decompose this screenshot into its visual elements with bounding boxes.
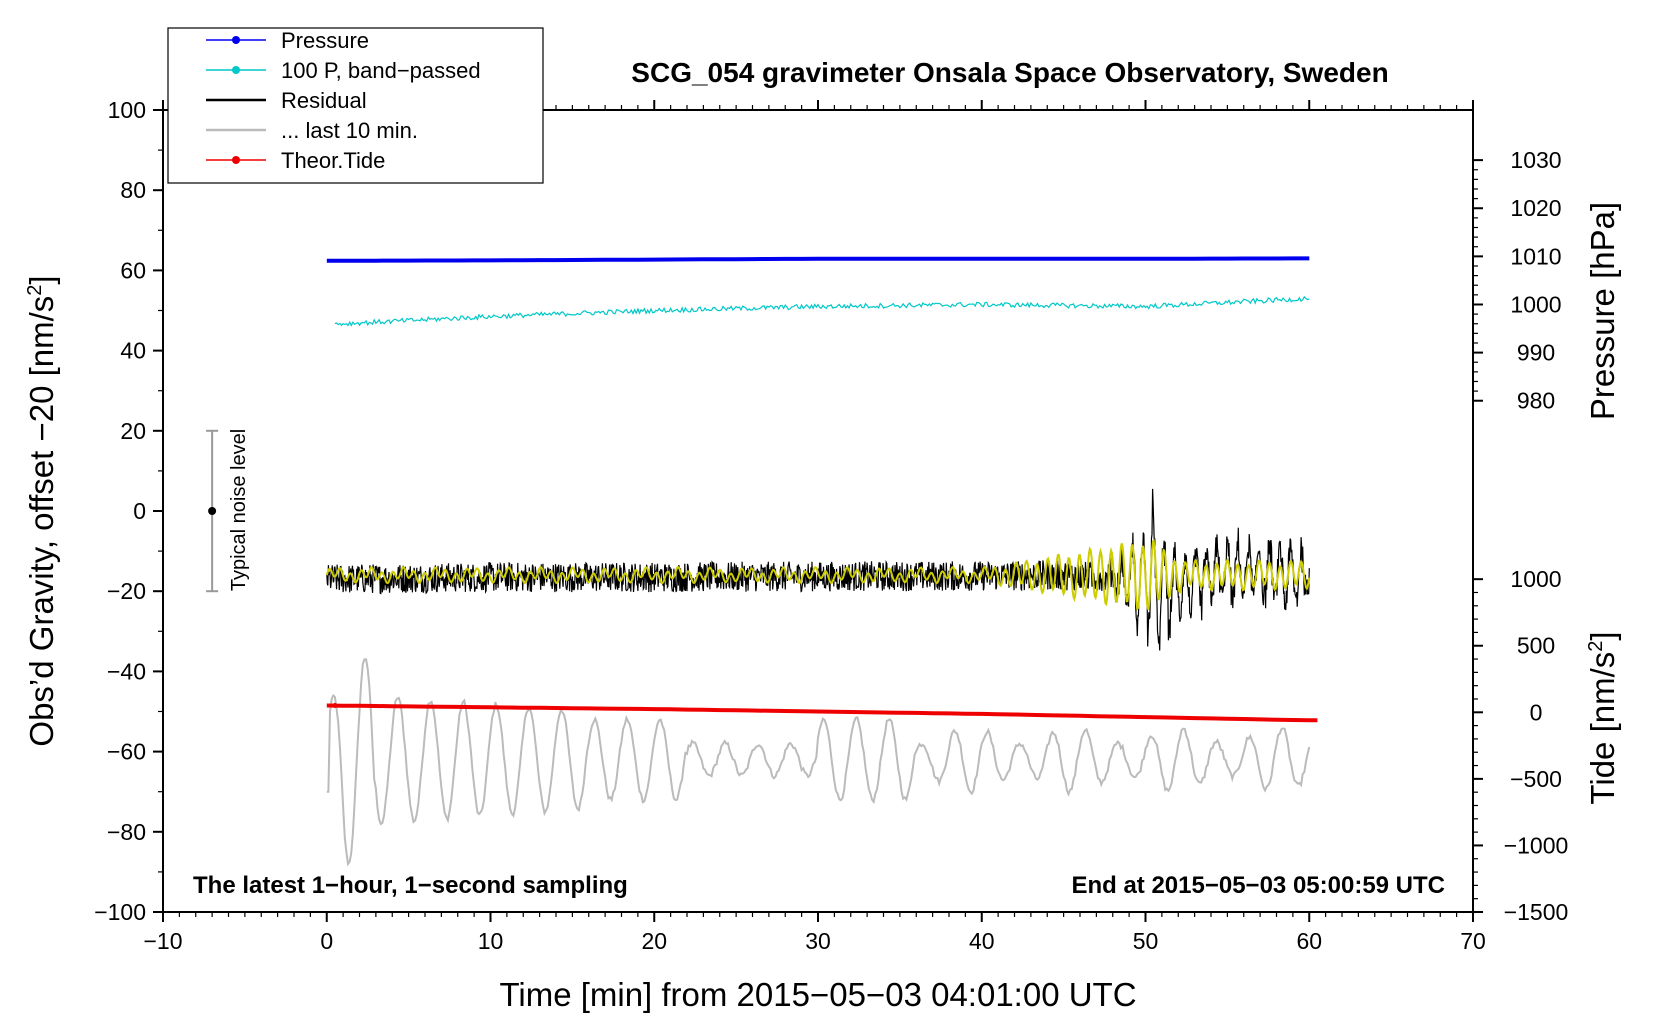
y-tick-label: −40 [107,658,146,684]
legend-label-band-passed: 100 P, band−passed [281,58,481,83]
x-tick-label: 10 [478,928,504,954]
x-tick-label: 60 [1296,928,1322,954]
tide-tick-label: 1000 [1510,566,1561,592]
x-tick-label: 70 [1460,928,1486,954]
pressure-tick-label: 1000 [1510,291,1561,317]
tide-tick-label: −1500 [1504,899,1569,925]
series-layer [206,256,1318,867]
series-last-10-min [326,658,1311,867]
legend-marker-band-passed [232,66,240,74]
pressure-tick-label: 980 [1517,388,1555,414]
pressure-tick-label: 1030 [1510,147,1561,173]
pressure-tick-label: 1010 [1510,243,1561,269]
axis-ticks: −10 0 10 20 30 40 50 60 70−100−80−60−40−20020406… [94,97,1568,954]
chart-title: SCG_054 gravimeter Onsala Space Observat… [631,57,1388,88]
x-tick-label: 40 [969,928,995,954]
tide-tick-label: 500 [1517,633,1555,659]
x-tick-label: −10 [143,928,182,954]
legend-marker-pressure [232,36,240,44]
y-tick-label: −20 [107,578,146,604]
tide-tick-label: 0 [1530,699,1543,725]
y-axis-label-left: Obs’d Gravity, offset −20 [nm/s2] [23,275,60,746]
plot-frame [162,109,1474,913]
x-tick-label: 30 [805,928,831,954]
pressure-tick-label: 990 [1517,340,1555,366]
series-band-passed [334,295,1310,327]
tide-tick-label: −1000 [1504,832,1569,858]
y-tick-label: 80 [120,177,146,203]
y-tick-label: 0 [133,498,146,524]
series-residual-filtered [325,538,1311,612]
y-tick-label: 20 [120,418,146,444]
series-pressure [326,256,1310,263]
legend-label-pressure: Pressure [281,28,369,53]
noise-bar-center [208,507,217,515]
legend-label-last-10-min: ... last 10 min. [281,118,418,143]
annotation-latest-hour: The latest 1−hour, 1−second sampling [193,872,628,899]
y-axis-label-tide: Tide [nm/s2] [1584,631,1621,804]
tide-point-start [332,702,338,708]
pressure-tick-label: 1020 [1510,195,1561,221]
x-axis-label: Time [min] from 2015−05−03 04:01:00 UTC [499,976,1136,1013]
legend-marker-theor-tide [232,156,240,164]
x-tick-label: 0 [320,928,333,954]
y-tick-label: 100 [108,97,146,123]
x-tick-label: 20 [641,928,667,954]
x-tick-label: 50 [1133,928,1159,954]
tide-tick-label: −500 [1510,766,1562,792]
y-axis-label-pressure: Pressure [hPa] [1584,202,1621,420]
y-tick-label: −80 [107,819,146,845]
series-theor-tide [326,703,1318,723]
legend-label-theor-tide: Theor.Tide [281,148,385,173]
noise-level-label: Typical noise level [228,429,250,591]
y-tick-label: −100 [94,899,146,925]
y-tick-label: 40 [120,338,146,364]
legend-box [167,27,544,184]
annotation-end-time: End at 2015−05−03 05:00:59 UTC [1071,872,1445,899]
y-tick-label: −60 [107,739,146,765]
legend-label-residual: Residual [281,88,367,113]
y-tick-label: 60 [120,257,146,283]
legend: Pressure 100 P, band−passed Residual ...… [167,27,544,184]
